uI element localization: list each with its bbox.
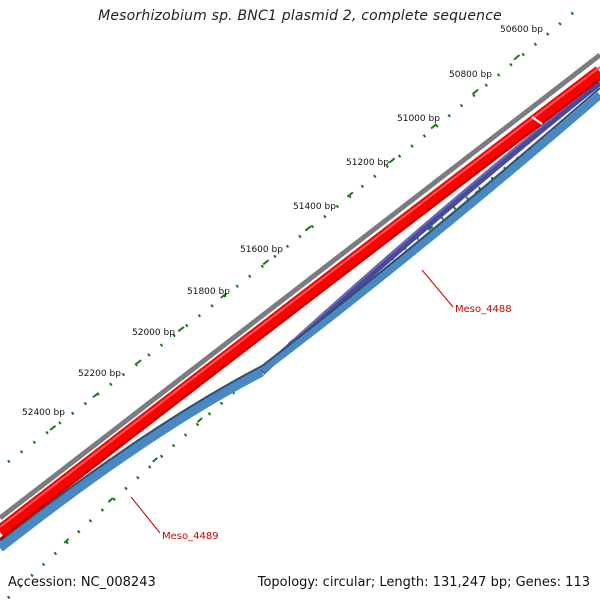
gene-boundary-marker-2 (531, 116, 543, 125)
accession-text: Accession: NC_008243 (8, 575, 156, 590)
gene-meso-4489-arc-upper (259, 91, 600, 374)
tick-label-50600: 50600 bp (500, 25, 543, 35)
map-title: Mesorhizobium sp. BNC1 plasmid 2, comple… (98, 8, 502, 24)
gene-meso-4489-arc[interactable] (0, 368, 265, 552)
summary-text: Topology: circular; Length: 131,247 bp; … (257, 575, 590, 590)
leader-line-meso-4488 (421, 269, 454, 308)
leader-line-meso-4489 (130, 496, 161, 534)
tick-label-52200: 52200 bp (78, 369, 121, 379)
tick-label-51800: 51800 bp (187, 287, 230, 297)
forward-strand-shine (0, 66, 600, 528)
tick-label-51200: 51200 bp (346, 158, 389, 168)
gene-meso-4489-dark-edge (0, 87, 600, 542)
gene-label-meso-4488[interactable]: Meso_4488 (455, 304, 512, 315)
tick-label-50800: 50800 bp (449, 70, 492, 80)
tick-label-52000: 52000 bp (132, 328, 175, 338)
forward-strand-arc (0, 66, 600, 538)
gene-boundary-marker (247, 351, 259, 359)
tick-label-51400: 51400 bp (293, 202, 336, 212)
outer-major-ticks (49, 41, 536, 431)
tick-label-51600: 51600 bp (240, 245, 283, 255)
outer-tick-track (7, 5, 581, 464)
gene-meso-4488-arc-highlight (261, 78, 600, 370)
tick-label-51000: 51000 bp (397, 114, 440, 124)
backbone-arc (0, 53, 600, 520)
forward-strand-dark-edge (0, 78, 600, 540)
gene-label-meso-4489[interactable]: Meso_4489 (162, 531, 219, 542)
tick-label-52400: 52400 bp (22, 408, 65, 418)
